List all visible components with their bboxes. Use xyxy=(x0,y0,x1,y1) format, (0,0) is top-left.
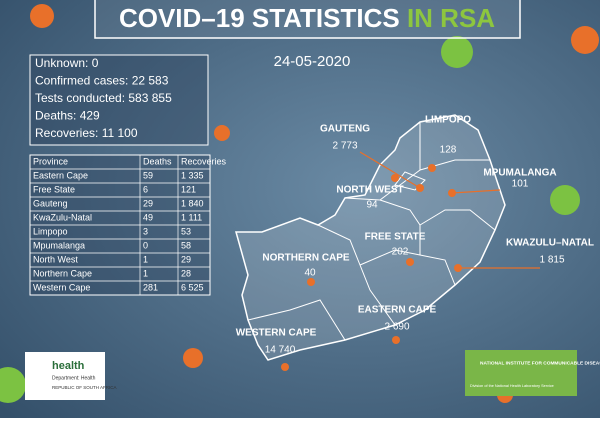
province-cases: 2 773 xyxy=(332,141,357,152)
table-cell: KwaZulu-Natal xyxy=(33,212,92,222)
map-outline xyxy=(235,114,506,361)
table-cell: Eastern Cape xyxy=(33,170,88,180)
province-name: NORTHERN CAPE xyxy=(262,253,350,264)
table-cell: North West xyxy=(33,254,78,264)
health-logo-box xyxy=(25,352,105,400)
province-name: GAUTENG xyxy=(320,124,370,135)
province-cases: 202 xyxy=(392,247,409,258)
table-cell: 49 xyxy=(143,212,153,222)
table-cell: Western Cape xyxy=(33,282,90,292)
province-dot xyxy=(281,363,289,371)
title-highlight: IN RSA xyxy=(407,3,495,33)
summary-line: Unknown: 0 xyxy=(35,56,99,70)
province-cases: 14 740 xyxy=(265,345,296,356)
table-cell: 6 xyxy=(143,184,148,194)
nicd-logo-box xyxy=(465,350,577,396)
table-cell: 1 xyxy=(143,254,148,264)
province-cases: 2 690 xyxy=(384,322,409,333)
table-cell: 59 xyxy=(143,170,153,180)
table-cell: Mpumalanga xyxy=(33,240,85,250)
health-name: health xyxy=(52,360,85,372)
summary-line: Recoveries: 11 100 xyxy=(35,126,138,140)
table-cell: 58 xyxy=(181,240,191,250)
table-cell: Northern Cape xyxy=(33,268,92,278)
table-header: Deaths xyxy=(143,156,172,166)
table-cell: 121 xyxy=(181,184,196,194)
pointer xyxy=(359,151,421,189)
province-borders xyxy=(247,122,496,341)
province-dot xyxy=(392,336,400,344)
table-cell: 1 840 xyxy=(181,198,204,208)
health-country: REPUBLIC OF SOUTH AFRICA xyxy=(52,385,117,390)
table-cell: 1 xyxy=(143,268,148,278)
table-cell: 29 xyxy=(143,198,153,208)
table-cell: 29 xyxy=(181,254,191,264)
province-dot xyxy=(428,164,436,172)
province-name: WESTERN CAPE xyxy=(236,328,317,339)
province-dot xyxy=(307,278,315,286)
province-name: MPUMALANGA xyxy=(483,168,556,179)
table-cell: 6 525 xyxy=(181,282,204,292)
summary-box xyxy=(29,54,209,146)
table-cell: 281 xyxy=(143,282,158,292)
title-box xyxy=(94,0,521,39)
table-cell: 53 xyxy=(181,226,191,236)
province-cases: 1 815 xyxy=(539,255,564,266)
date: 24-05-2020 xyxy=(274,53,351,70)
province-cases: 101 xyxy=(512,179,529,190)
table-header: Province xyxy=(33,156,68,166)
health-dept: Department: Health xyxy=(52,375,96,381)
summary-line: Tests conducted: 583 855 xyxy=(35,91,172,105)
table-cell: 0 xyxy=(143,240,148,250)
table-cell: 28 xyxy=(181,268,191,278)
summary-line: Confirmed cases: 22 583 xyxy=(35,74,169,88)
summary-line: Deaths: 429 xyxy=(35,109,100,123)
province-dot xyxy=(406,258,414,266)
nicd-name: NATIONAL INSTITUTE FOR COMMUNICABLE DISE… xyxy=(480,360,600,366)
title-main: COVID–19 STATISTICS xyxy=(119,3,400,33)
province-cases: 128 xyxy=(440,145,457,156)
table-cell: 1 335 xyxy=(181,170,204,180)
nicd-sub: Division of the National Health Laborato… xyxy=(470,384,554,388)
table-cell: 3 xyxy=(143,226,148,236)
virus-decor-green xyxy=(0,36,580,403)
table-header: Recoveries xyxy=(181,156,227,166)
title: COVID–19 STATISTICS IN RSA xyxy=(119,3,495,33)
table-cell: Free State xyxy=(33,184,75,194)
province-cases: 40 xyxy=(304,268,316,279)
province-name: NORTH WEST xyxy=(336,185,403,196)
province-dot xyxy=(391,174,399,182)
province-name: FREE STATE xyxy=(365,232,426,243)
province-cases: 94 xyxy=(366,200,378,211)
table-cell: Limpopo xyxy=(33,226,68,236)
province-name: EASTERN CAPE xyxy=(358,305,437,316)
province-name: KWAZULU–NATAL xyxy=(506,238,594,249)
table-cell: 1 111 xyxy=(181,212,202,222)
table-cell: Gauteng xyxy=(33,198,68,208)
province-name: LIMPOPO xyxy=(425,115,471,126)
pointer xyxy=(451,189,501,194)
